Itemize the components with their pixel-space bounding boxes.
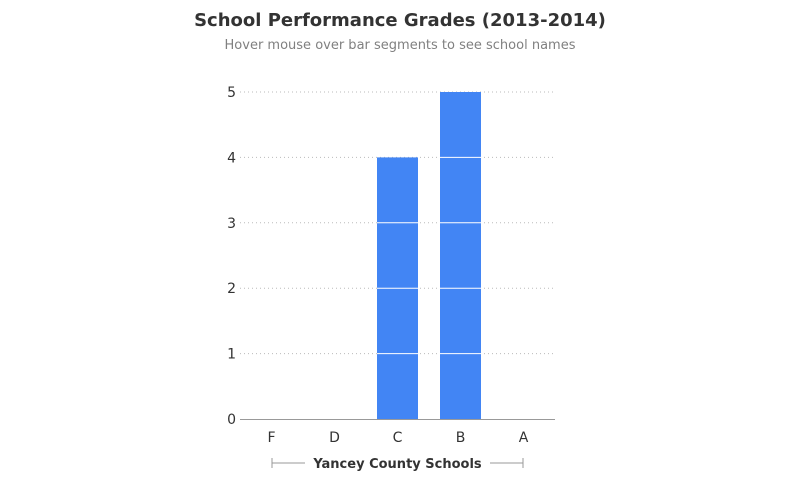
x-axis-label-group: Yancey County Schools xyxy=(271,457,524,472)
x-axis-label: Yancey County Schools xyxy=(312,457,482,472)
y-tick-label: 5 xyxy=(227,85,236,101)
y-tick-label: 2 xyxy=(227,281,236,297)
bars xyxy=(377,92,481,419)
bar-B[interactable] xyxy=(440,92,481,419)
chart-subtitle: Hover mouse over bar segments to see sch… xyxy=(224,38,576,53)
y-tick-labels: 0 1 2 3 4 5 xyxy=(227,85,236,428)
chart-title: School Performance Grades (2013-2014) xyxy=(194,10,606,31)
y-tick-label: 1 xyxy=(227,347,236,363)
x-tick-label: B xyxy=(456,430,466,446)
y-tick-label: 0 xyxy=(227,412,236,428)
y-tick-label: 4 xyxy=(227,150,236,166)
x-tick-label: F xyxy=(267,430,275,446)
y-tick-label: 3 xyxy=(227,216,236,232)
x-tick-label: D xyxy=(329,430,340,446)
grid-lines xyxy=(240,91,555,355)
x-tick-label: C xyxy=(393,430,403,446)
x-tick-label: A xyxy=(519,430,529,446)
